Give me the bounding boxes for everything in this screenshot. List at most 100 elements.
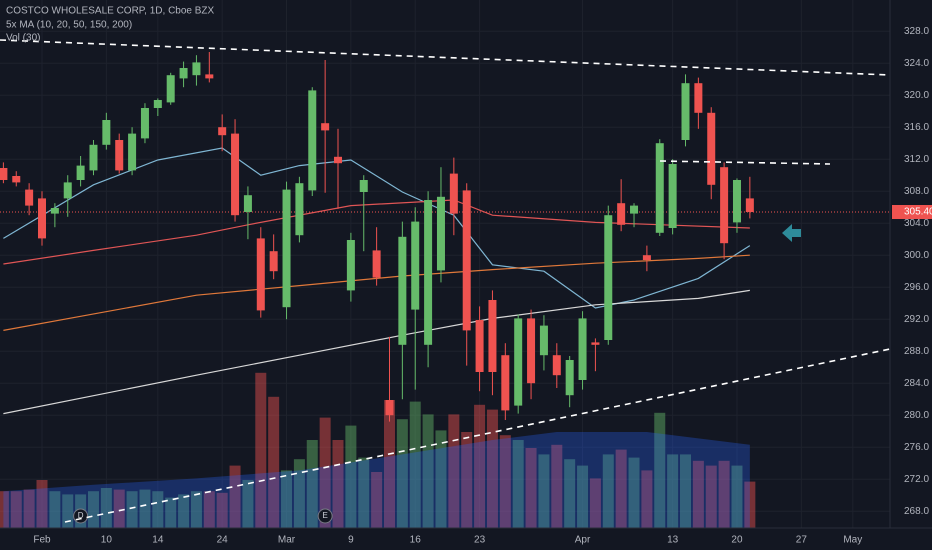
candle-body: [539, 325, 548, 356]
volume-bar: [383, 400, 395, 528]
x-tick-label: 27: [796, 535, 808, 546]
candle-body: [591, 342, 600, 345]
volume-bar: [255, 372, 267, 528]
x-tick-label: 20: [731, 535, 743, 546]
volume-bar: [23, 489, 35, 528]
candle-body: [89, 144, 98, 171]
volume-bar: [448, 414, 460, 528]
volume-bar: [178, 494, 190, 528]
x-tick-label: 10: [101, 535, 113, 546]
candle-body: [25, 189, 34, 206]
volume-bar: [474, 404, 486, 528]
candle-body: [192, 62, 201, 76]
volume-bar: [435, 430, 447, 528]
candle-body: [578, 318, 587, 380]
x-tick-label: 9: [348, 535, 354, 546]
volume-bar: [486, 409, 498, 528]
trend-line: [0, 39, 891, 76]
volume-bar: [577, 465, 589, 528]
y-tick-label: 268.0: [904, 506, 929, 517]
volume-bar: [216, 492, 228, 528]
candle-body: [359, 180, 368, 192]
y-tick-label: 328.0: [904, 26, 929, 37]
volume-bar: [126, 491, 138, 528]
volume-bar: [190, 491, 202, 528]
y-tick-label: 320.0: [904, 90, 929, 101]
volume-bar: [602, 454, 614, 528]
volume-bar: [409, 401, 421, 528]
volume-bar: [62, 494, 74, 528]
candle-body: [334, 156, 343, 164]
event-marker: [317, 508, 333, 524]
volume-bar: [718, 460, 730, 528]
candle-body: [707, 112, 716, 185]
last-price-label: 305.40: [904, 207, 932, 218]
volume-bar: [49, 491, 61, 528]
volume-ma-area: [3, 432, 750, 528]
volume-bar: [667, 454, 679, 528]
candle-body: [617, 203, 626, 225]
volume-bar: [203, 491, 215, 528]
y-tick-label: 292.0: [904, 314, 929, 325]
volume-bar: [152, 491, 164, 528]
candle-body: [256, 238, 265, 311]
candle-body: [552, 355, 561, 376]
x-tick-label: 14: [152, 535, 164, 546]
volume-bar: [100, 488, 112, 528]
candle-body: [488, 300, 497, 372]
candle-body: [514, 318, 523, 406]
volume-bar: [87, 491, 99, 528]
candle-body: [102, 120, 111, 145]
volume-bar: [306, 440, 318, 528]
x-tick-label: May: [843, 535, 862, 546]
candle-body: [76, 165, 85, 180]
volume-bar: [615, 449, 627, 528]
volume-bar: [229, 465, 241, 528]
volume-bar: [242, 480, 254, 528]
candle-body: [231, 133, 240, 216]
volume-bar: [422, 414, 434, 528]
candle-body: [449, 173, 458, 214]
candle-body: [321, 123, 330, 131]
candle-body: [346, 240, 355, 291]
volume-bar: [319, 417, 331, 528]
candle-body: [604, 215, 613, 340]
x-tick-label: 23: [474, 535, 486, 546]
candle-body: [63, 182, 72, 199]
y-tick-label: 308.0: [904, 186, 929, 197]
volume-bar: [744, 481, 756, 528]
y-tick-label: 284.0: [904, 378, 929, 389]
y-tick-label: 280.0: [904, 410, 929, 421]
candle-body: [166, 75, 175, 103]
candle-body: [732, 180, 741, 223]
arrow-annotation: [782, 224, 801, 242]
candle-body: [308, 90, 317, 191]
candle-body: [128, 133, 137, 171]
indicator-label: 5x MA (10, 20, 50, 150, 200): [6, 20, 132, 31]
candle-body: [115, 140, 124, 171]
x-tick-label: 24: [217, 535, 229, 546]
candle-body: [462, 190, 471, 331]
candle-body: [501, 355, 510, 411]
candle-body: [218, 127, 227, 136]
candle-body: [475, 320, 484, 372]
volume-bar: [499, 435, 511, 528]
x-tick-label: Mar: [278, 535, 296, 546]
volume-bar: [396, 419, 408, 528]
moving-average-line: [3, 199, 750, 265]
moving-average-line: [3, 289, 750, 415]
candle-body: [295, 183, 304, 236]
volume-bar: [36, 480, 48, 528]
volume-bar: [461, 432, 473, 528]
volume-bar: [538, 454, 550, 528]
volume-bar: [692, 460, 704, 528]
candle-body: [681, 83, 690, 140]
candle-body: [0, 168, 8, 180]
candle-body: [282, 189, 291, 308]
volume-bar: [358, 457, 370, 528]
candle-body: [694, 83, 703, 113]
volume-bar: [345, 425, 357, 528]
candle-body: [140, 108, 149, 139]
